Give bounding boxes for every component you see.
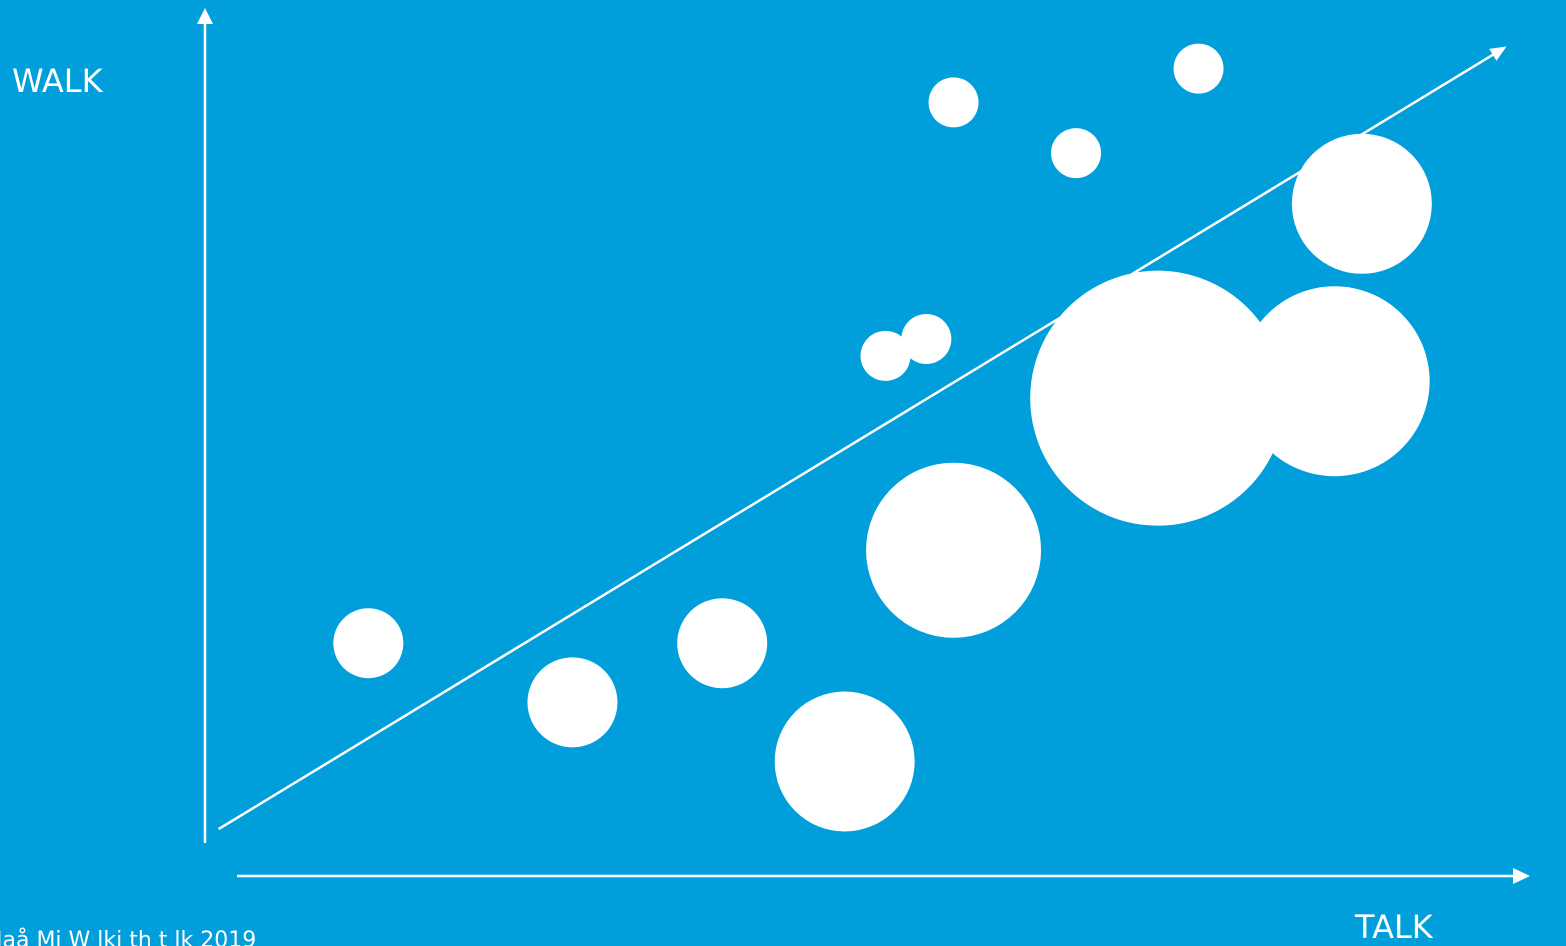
points (333, 43, 1432, 832)
data-point-5 (860, 330, 911, 381)
data-point-1 (333, 608, 404, 679)
data-point-12 (1239, 286, 1430, 477)
data-point-9 (1051, 128, 1102, 179)
source-footer: Jaå Mi W lki th t lk 2019 (0, 928, 257, 946)
x-axis-label: TALK (1355, 908, 1433, 946)
x-axis-arrowhead (1513, 868, 1530, 884)
data-point-3 (677, 598, 768, 689)
axes (197, 8, 1530, 884)
trend-line-group (217, 46, 1507, 831)
data-point-7 (866, 462, 1042, 638)
y-axis-label: WALK (12, 62, 103, 100)
y-axis-arrowhead (197, 8, 213, 24)
data-point-8 (928, 77, 979, 128)
trend-line (217, 50, 1499, 831)
data-point-4 (774, 691, 915, 832)
data-point-13 (1291, 133, 1432, 274)
data-point-11 (1173, 43, 1224, 94)
data-point-10 (1030, 270, 1286, 526)
data-point-6 (901, 314, 952, 364)
trend-line-arrowhead (1489, 46, 1507, 61)
data-point-2 (527, 657, 618, 748)
